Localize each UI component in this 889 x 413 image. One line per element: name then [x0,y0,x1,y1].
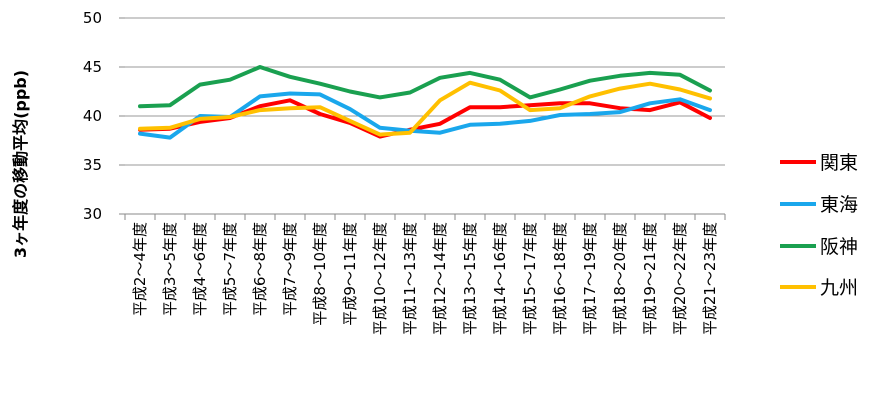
x-tick-label: 平成18～20年度 [611,222,629,335]
y-tick-label-30: 30 [83,205,102,223]
x-tick-label: 平成16～18年度 [551,222,569,335]
x-tick-label: 平成21～23年度 [701,222,719,335]
x-tick-label: 平成12～14年度 [431,222,449,335]
x-tick-label: 平成3～5年度 [161,222,179,316]
legend-label-2: 東海 [820,194,858,216]
y-tick-label-45: 45 [83,58,102,76]
x-tick-label: 平成6～8年度 [251,222,269,316]
x-tick-label: 平成9～11年度 [341,222,359,326]
y-tick-label-40: 40 [83,107,102,125]
series-line-2 [138,91,712,140]
x-tick-label: 平成10～12年度 [371,222,389,335]
x-tick-label: 平成4～6年度 [191,222,209,316]
x-tick-label: 平成2～4年度 [131,222,149,316]
x-tick-label: 平成5～7年度 [221,222,239,316]
x-axis: 平成2～4年度 平成3～5年度 平成4～6年度 平成5～7年度 平成6～8年度 平成7～9… [124,214,726,335]
x-tick-label: 平成8～10年度 [311,222,329,326]
y-tick-label-35: 35 [83,156,102,174]
legend-label-1: 関東 [820,152,858,174]
x-tick-label: 平成19～21年度 [641,222,659,335]
legend-label-4: 九州 [820,277,858,299]
x-tick-label: 平成17～19年度 [581,222,599,335]
x-tick-label: 平成14～16年度 [491,222,509,335]
legend-label-3: 阪神 [820,236,858,258]
series-lines [138,65,712,140]
x-tick-label: 平成15～17年度 [521,222,539,335]
x-tick-label: 平成11～13年度 [401,222,419,335]
x-tick-label: 平成7～9年度 [281,222,299,316]
x-tick-label: 平成20～22年度 [671,222,689,335]
y-axis-ticks: 30 35 40 45 50 [83,9,125,223]
series-line-4 [138,80,712,137]
y-tick-label-50: 50 [83,9,102,27]
x-tick-label: 平成13～15年度 [461,222,479,335]
series-line-3 [138,65,712,109]
y-axis-label: 3ヶ年度の移動平均(ppb) [11,70,30,258]
